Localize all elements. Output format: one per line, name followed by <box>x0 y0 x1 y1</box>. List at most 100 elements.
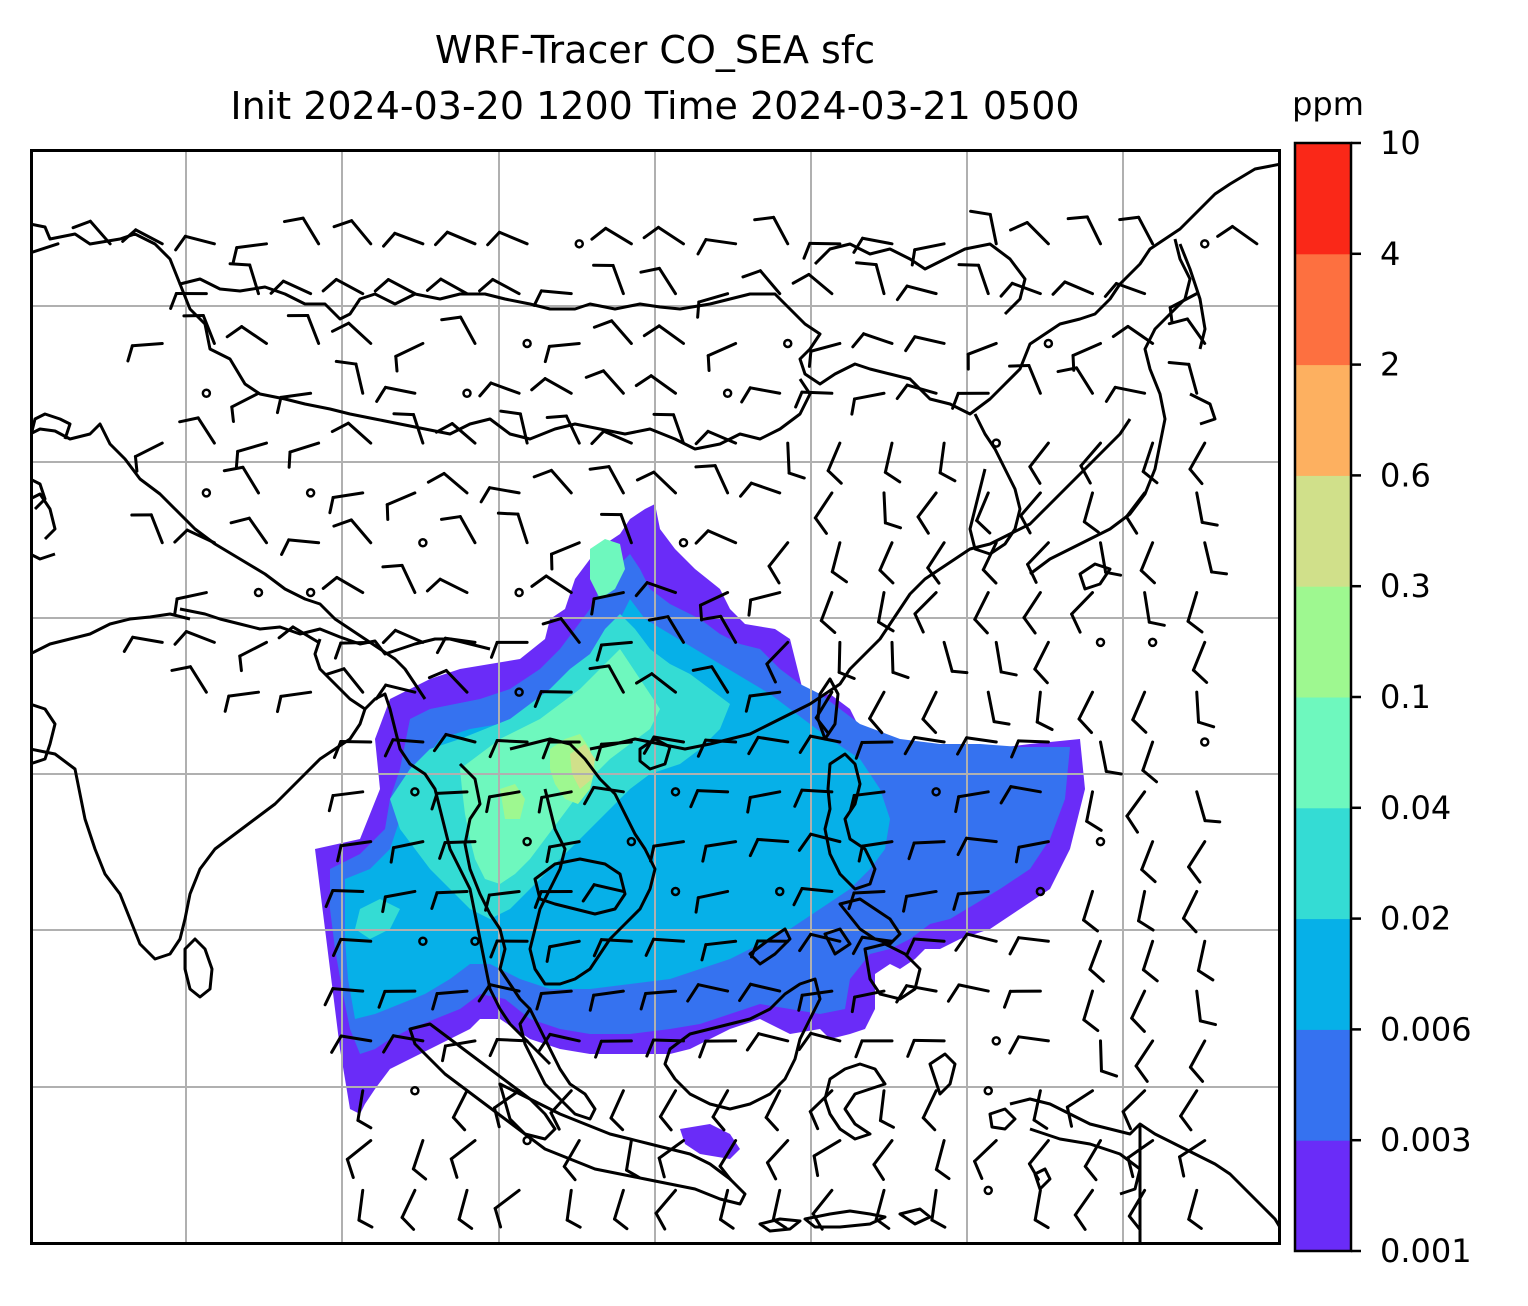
wind-barb-staff <box>607 664 625 694</box>
wind-barb-flag <box>484 893 491 912</box>
wind-barb-flag <box>718 1218 735 1230</box>
wind-barb-flag <box>441 1044 447 1063</box>
wind-barb-flag <box>797 832 813 852</box>
wind-barb-staff <box>610 319 633 345</box>
wind-barb-flag <box>999 670 1018 677</box>
wind-barb-staff <box>247 516 268 545</box>
colorbar-unit-label: ppm <box>1292 85 1364 123</box>
chart-title-line-1: WRF-Tracer CO_SEA sfc <box>434 28 876 72</box>
wind-barb-staff <box>942 640 954 673</box>
calm-wind-marker <box>783 338 793 349</box>
colorbar-tick-label: 0.3 <box>1380 567 1431 605</box>
wind-barb-staff <box>592 989 625 997</box>
wind-barb-staff <box>654 1188 677 1215</box>
calm-wind-marker <box>670 787 681 797</box>
wind-barb-staff <box>548 939 581 949</box>
wind-barb-staff <box>713 464 730 495</box>
wind-barb-staff <box>672 413 685 445</box>
wind-barb-flag <box>750 939 760 959</box>
border-laos-vietnam <box>509 737 657 986</box>
border-south-asia <box>30 612 191 766</box>
wind-barb-staff <box>599 740 633 746</box>
coastline-korea <box>968 413 1022 556</box>
wind-barb-staff <box>719 614 738 644</box>
wind-barb-staff <box>966 341 998 356</box>
wind-barb-staff <box>656 225 685 246</box>
wind-barb-staff <box>539 289 573 296</box>
colorbar-block <box>1295 475 1351 587</box>
wind-barb-flag <box>787 471 806 480</box>
wind-barb-staff <box>977 263 990 296</box>
wind-barb-staff <box>697 292 730 304</box>
wind-barb-flag <box>1103 282 1118 298</box>
coastline-palawan <box>748 927 792 966</box>
wind-barb-staff <box>345 1139 373 1161</box>
wind-barb-flag <box>694 464 717 469</box>
wind-barb-flag <box>913 612 925 634</box>
colorbar-tick-label: 0.02 <box>1380 900 1451 938</box>
wind-barb-flag <box>999 785 1013 805</box>
wind-barb-flag <box>1197 720 1216 729</box>
wind-barb-flag <box>324 667 346 676</box>
wind-barb-staff <box>279 690 313 698</box>
border-myanmar-thailand <box>458 762 532 1011</box>
wind-barb-staff <box>435 889 469 895</box>
wind-barb-staff <box>544 574 573 595</box>
wind-barb-staff <box>183 234 216 246</box>
wind-barb-flag <box>639 266 661 274</box>
wind-barb-staff <box>613 1188 625 1221</box>
calm-wind-marker <box>1200 737 1210 747</box>
wind-barb-staff <box>883 441 894 474</box>
wind-barb-staff <box>706 341 738 358</box>
wind-barb-staff <box>868 690 886 721</box>
wind-barb-staff <box>837 640 842 674</box>
wind-barb-flag <box>1127 1214 1142 1232</box>
colorbar-ticks: 0.001 0.003 0.006 0.02 0.04 0.1 0.3 0.6 2 4 10 <box>1351 124 1472 1270</box>
wind-barb-staff <box>956 889 990 896</box>
wind-barb-flag <box>230 405 235 424</box>
wind-barb-flag <box>807 349 813 368</box>
wind-barb-staff <box>1085 215 1102 246</box>
wind-barb-staff <box>1063 280 1094 296</box>
wind-barb-flag <box>394 354 399 373</box>
wind-barb-flag <box>537 1032 552 1053</box>
wind-barb-staff <box>1073 1188 1094 1217</box>
wind-barb-staff <box>657 324 685 345</box>
wind-barb-staff <box>853 391 886 401</box>
wind-barb-flag <box>1191 668 1209 684</box>
wind-barb-flag <box>1003 989 1012 1009</box>
wind-barb-flag <box>694 429 710 446</box>
wind-barb-staff <box>652 937 685 943</box>
wind-barb-staff <box>442 471 469 495</box>
wind-barb-staff <box>391 1034 425 1043</box>
colorbar-block <box>1295 364 1351 476</box>
wind-barb-staff <box>698 591 730 607</box>
wind-barb-flag <box>1066 215 1089 221</box>
wind-barb-staff <box>1017 1035 1050 1043</box>
wind-barb-staff <box>497 230 529 246</box>
wind-barb-flag <box>891 670 910 680</box>
wind-barb-flag <box>740 386 752 404</box>
wind-barb-staff <box>400 1188 417 1220</box>
border-mongolia-north <box>813 242 1027 316</box>
wind-barb-staff <box>826 441 842 473</box>
wind-barb-flag <box>698 603 704 622</box>
wind-barb-flag <box>883 470 902 484</box>
wind-barb-flag <box>877 620 895 633</box>
wind-barb-staff <box>625 1139 633 1172</box>
wind-barb-staff <box>335 575 365 595</box>
wind-barb-flag <box>1188 467 1204 486</box>
wind-barb-flag <box>916 515 930 535</box>
wind-barb-staff <box>88 219 112 246</box>
wind-barb-staff <box>1017 936 1050 943</box>
coastline-luzon <box>823 752 877 891</box>
wind-barb-flag <box>1203 819 1222 824</box>
wind-barb-staff <box>516 512 529 545</box>
wind-barb-flag <box>330 321 351 333</box>
colorbar-tick-label: 0.6 <box>1380 456 1431 494</box>
wind-barb-staff <box>489 381 521 395</box>
coastline-new-guinea <box>1009 1097 1281 1230</box>
wind-barb-staff <box>658 1089 677 1119</box>
wind-barb-flag <box>173 597 179 616</box>
wind-barb-staff <box>800 788 834 794</box>
